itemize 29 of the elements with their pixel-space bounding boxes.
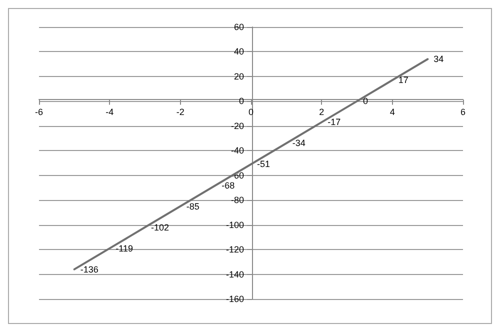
y-tick-label: -100 [226,220,244,230]
x-tick-label: 2 [319,107,324,118]
data-label: -34 [292,138,306,148]
x-tick-label: 0 [248,107,254,118]
y-tick-label: 60 [234,22,244,32]
y-tick-label: -80 [230,195,244,206]
y-tick-label: 20 [234,71,244,82]
y-tick-label: -120 [226,244,244,255]
y-tick-label: 40 [234,46,244,57]
data-label: -17 [328,117,341,128]
x-tick-label: -2 [176,107,184,118]
y-tick-label: -160 [226,294,244,304]
x-tick-label: 4 [390,107,395,118]
data-label: 17 [398,75,408,86]
data-label: -68 [222,180,235,190]
data-label: -85 [186,201,200,212]
data-label: -119 [116,243,134,254]
data-label: -51 [257,159,270,170]
x-tick-label: -6 [34,107,44,118]
y-tick-label: -140 [226,269,244,280]
data-label: -136 [80,264,98,274]
data-label: 34 [434,54,444,64]
x-tick-label: -4 [106,107,114,118]
data-label: -102 [151,222,170,232]
x-tick-label: 6 [460,107,466,118]
y-tick-label: -20 [230,120,244,131]
y-tick-label: -40 [230,146,244,156]
data-label: 0 [363,96,368,106]
y-tick-label: 0 [238,96,244,106]
